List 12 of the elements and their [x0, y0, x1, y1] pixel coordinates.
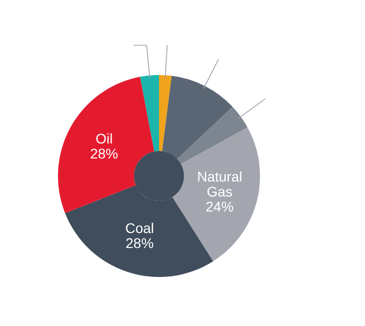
data-label: 24%: [206, 198, 234, 215]
donut-slice: [140, 75, 159, 152]
data-label: 28%: [90, 145, 118, 162]
data-label: 28%: [126, 235, 154, 252]
donut-slice: [58, 76, 154, 214]
slice-label: Coal: [125, 220, 154, 236]
slice-label: Natural Gas: [197, 168, 242, 200]
donut-slice: [172, 127, 260, 262]
donut-slice: [177, 106, 248, 164]
donut-slice: [162, 76, 233, 159]
donut-slice: [159, 75, 172, 152]
slice-label: Oil: [96, 130, 113, 146]
